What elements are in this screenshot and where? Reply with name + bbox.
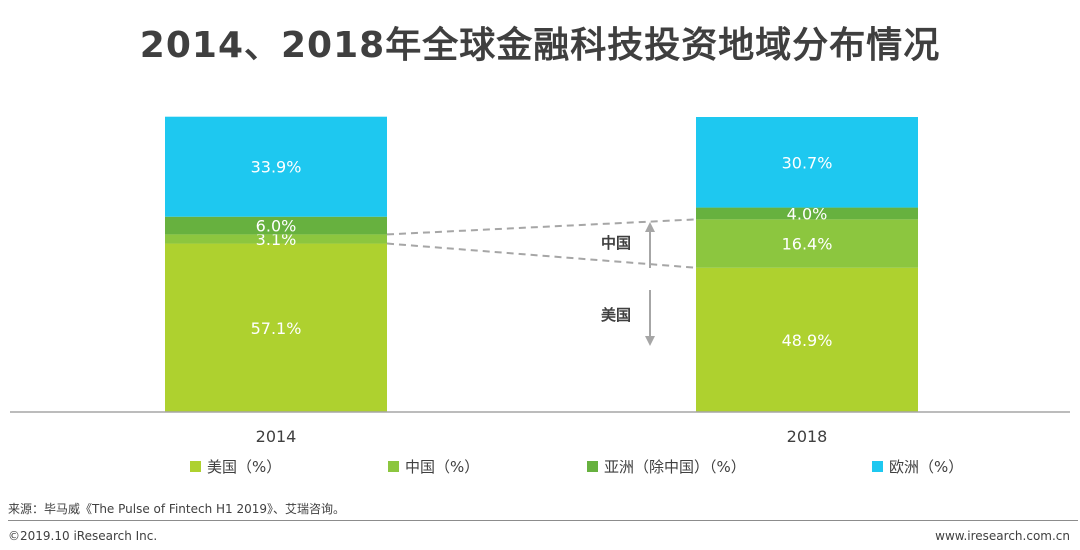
bar-2018-series-1 (696, 219, 918, 268)
x-tick-label-2014: 2014 (256, 427, 297, 446)
copyright-text: ©2019.10 iResearch Inc. (8, 529, 158, 543)
legend-item-2: 亚洲（除中国）（%） (587, 456, 746, 477)
data-label-2018-series-2: 4.0% (787, 204, 828, 223)
chart-title: 2014、2018年全球金融科技投资地域分布情况 (139, 25, 941, 66)
data-label-2018-series-3: 30.7% (782, 153, 833, 172)
data-label-2014-series-3: 33.9% (251, 158, 302, 177)
bar-2018-series-2 (696, 207, 918, 220)
annotation-label-0: 中国 (601, 234, 631, 252)
website-text: www.iresearch.com.cn (935, 529, 1070, 543)
bar-2018-series-0 (696, 267, 918, 412)
stacked-bar-chart: 57.1% 3.1%6.0% 33.9% 2014 48.9% 16.4% 4.0% 30.7… (10, 116, 1070, 446)
legend-swatch-1 (388, 461, 399, 472)
bar-2018-series-3 (696, 117, 918, 208)
data-label-2018-series-0: 48.9% (782, 331, 833, 350)
legend-item-0: 美国（%） (190, 456, 281, 477)
data-label-2014-series-2: 6.0% (256, 217, 297, 236)
arrow-down-icon (645, 336, 655, 346)
legend-swatch-3 (872, 461, 883, 472)
bar-2014-series-3 (165, 116, 387, 217)
bar-2014-series-0 (165, 243, 387, 412)
bar-2014-series-2 (165, 216, 387, 235)
connector-usa (386, 242, 697, 269)
legend-swatch-0 (190, 461, 201, 472)
arrow-up-icon (645, 222, 655, 232)
source-note: 来源：毕马威《The Pulse of Fintech H1 2019》、艾瑞咨… (8, 502, 346, 516)
legend-label-3: 欧洲（%） (889, 458, 964, 476)
data-label-2018-series-1: 16.4% (782, 235, 833, 254)
data-label-2014-series-1: 3.1% (256, 230, 297, 249)
legend-item-3: 欧洲（%） (872, 456, 963, 477)
legend-swatch-2 (587, 461, 598, 472)
chart-legend: 美国（%） 中国（%） 亚洲（除中国）（%） 欧洲（%） (0, 456, 1080, 478)
legend-label-0: 美国（%） (207, 458, 282, 476)
legend-label-2: 亚洲（除中国）（%） (604, 458, 746, 476)
x-tick-label-2018: 2018 (787, 427, 828, 446)
legend-item-1: 中国（%） (388, 456, 479, 477)
legend-label-1: 中国（%） (405, 458, 480, 476)
annotation-label-1: 美国 (601, 306, 631, 324)
connector-china (386, 218, 697, 236)
bar-2014-series-1 (165, 234, 387, 244)
data-label-2014-series-0: 57.1% (251, 319, 302, 338)
footer-divider-top (8, 520, 1078, 521)
